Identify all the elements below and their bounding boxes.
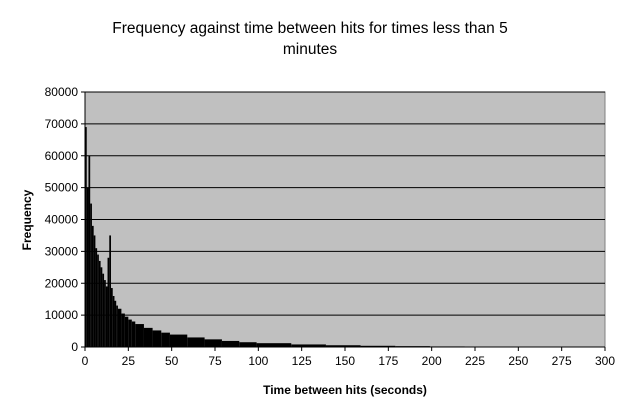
x-tick-label: 75 xyxy=(208,354,222,368)
bar xyxy=(109,235,111,347)
x-tick-label: 100 xyxy=(248,354,268,368)
y-tick-label: 80000 xyxy=(45,85,79,99)
x-tick-label: 175 xyxy=(378,354,398,368)
bar xyxy=(102,273,105,347)
bar xyxy=(128,319,132,347)
bar-series xyxy=(85,127,605,347)
x-tick-label: 250 xyxy=(508,354,528,368)
chart-title-line-2: minutes xyxy=(283,41,338,58)
bar xyxy=(161,332,170,347)
x-tick-label: 150 xyxy=(335,354,355,368)
bar xyxy=(131,321,136,347)
chart-title-line-1: Frequency against time between hits for … xyxy=(112,20,507,37)
bar xyxy=(169,334,188,347)
bar xyxy=(111,288,113,347)
y-tick-label: 30000 xyxy=(45,244,79,258)
y-tick-label: 50000 xyxy=(45,181,79,195)
bar xyxy=(95,248,98,347)
bar xyxy=(239,342,257,347)
bar xyxy=(124,316,129,347)
bar xyxy=(85,127,87,347)
x-tick-label: 0 xyxy=(82,354,89,368)
x-tick-label: 225 xyxy=(465,354,485,368)
y-tick-label: 0 xyxy=(71,340,78,354)
bar xyxy=(105,286,108,347)
x-tick-label: 25 xyxy=(122,354,136,368)
x-tick-label: 125 xyxy=(292,354,312,368)
bar xyxy=(135,324,144,347)
y-axis-label: Frequency xyxy=(20,189,34,250)
y-tick-label: 40000 xyxy=(45,213,79,227)
x-tick-label: 50 xyxy=(165,354,179,368)
grid-lines xyxy=(85,91,605,316)
x-tick-label: 200 xyxy=(422,354,442,368)
bar xyxy=(221,340,240,347)
bar xyxy=(360,345,396,347)
bar xyxy=(86,187,89,347)
bar xyxy=(91,225,94,347)
bar xyxy=(143,327,153,347)
bar xyxy=(121,313,125,347)
bar xyxy=(291,344,326,347)
bar xyxy=(325,345,361,347)
bar xyxy=(152,330,162,347)
bar xyxy=(116,305,118,347)
bar xyxy=(204,339,222,347)
y-tick-label: 60000 xyxy=(45,149,79,163)
bar xyxy=(93,235,96,347)
y-axis-ticks: 0 10000 20000 30000 40000 50000 60000 70000 8000… xyxy=(45,85,85,354)
bar xyxy=(112,296,115,347)
bar xyxy=(187,337,205,347)
bar xyxy=(100,267,103,347)
bar xyxy=(256,343,292,347)
bar xyxy=(88,155,91,347)
bar xyxy=(117,308,122,347)
x-axis-ticks: 0 25 50 75 100 125 150 175 200 225 250 275 300 xyxy=(82,347,615,368)
x-tick-label: 275 xyxy=(552,354,572,368)
y-tick-label: 10000 xyxy=(45,308,79,322)
bar xyxy=(114,300,117,347)
x-axis-label: Time between hits (seconds) xyxy=(263,383,427,397)
y-tick-label: 70000 xyxy=(45,117,79,131)
bar xyxy=(98,260,101,347)
y-tick-label: 20000 xyxy=(45,276,79,290)
bar xyxy=(97,254,99,347)
bar xyxy=(107,257,110,347)
bar xyxy=(104,280,106,347)
bar xyxy=(90,203,92,347)
x-tick-label: 300 xyxy=(595,354,615,368)
